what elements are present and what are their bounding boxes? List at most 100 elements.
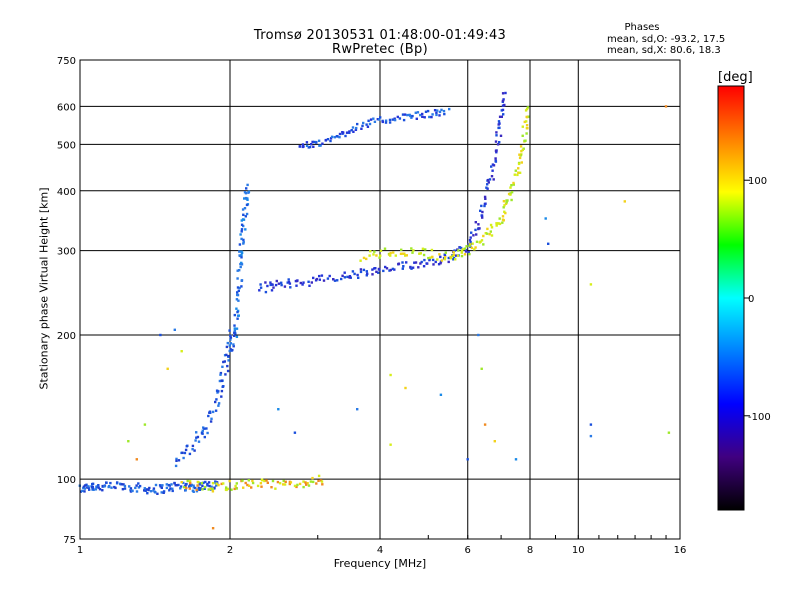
echo-point bbox=[121, 488, 125, 491]
echo-point bbox=[311, 140, 314, 144]
echo-point bbox=[165, 486, 169, 490]
echo-point bbox=[197, 481, 200, 484]
echo-point bbox=[342, 131, 345, 134]
echo-point bbox=[244, 481, 247, 485]
echo-point bbox=[502, 206, 505, 209]
echo-point bbox=[156, 492, 159, 495]
echo-point bbox=[145, 488, 149, 491]
echo-point bbox=[498, 122, 501, 125]
echo-point bbox=[485, 232, 489, 235]
echo-point bbox=[350, 129, 353, 132]
echo-point bbox=[189, 481, 192, 485]
echo-point bbox=[389, 373, 392, 377]
echo-point bbox=[385, 267, 389, 270]
echo-point bbox=[123, 487, 127, 490]
echo-point bbox=[195, 488, 198, 492]
echo-point bbox=[244, 196, 248, 200]
echo-point bbox=[165, 483, 168, 486]
echo-point bbox=[526, 127, 529, 130]
echo-point bbox=[226, 341, 229, 345]
echo-point bbox=[203, 427, 206, 430]
echo-point bbox=[85, 483, 88, 486]
echo-point bbox=[495, 134, 498, 137]
echo-point bbox=[168, 484, 171, 487]
echo-point bbox=[235, 327, 239, 330]
echo-point bbox=[373, 250, 376, 253]
echo-point bbox=[190, 483, 193, 487]
echo-point bbox=[497, 120, 501, 123]
echo-point bbox=[309, 480, 313, 483]
echo-point bbox=[356, 273, 359, 277]
echo-point bbox=[521, 148, 524, 152]
echo-point bbox=[352, 130, 355, 133]
echo-point bbox=[87, 486, 90, 489]
echo-point bbox=[481, 210, 484, 214]
echo-point bbox=[503, 103, 506, 107]
echo-point bbox=[144, 489, 147, 492]
echo-point bbox=[384, 119, 388, 122]
echo-point bbox=[233, 313, 236, 317]
echo-point bbox=[245, 212, 249, 216]
echo-point bbox=[275, 279, 278, 283]
echo-point bbox=[452, 250, 455, 254]
echo-point bbox=[227, 354, 230, 358]
echo-point bbox=[503, 210, 506, 213]
echo-point bbox=[464, 248, 467, 252]
echo-point bbox=[213, 486, 216, 489]
echo-point bbox=[214, 480, 217, 483]
echo-point bbox=[332, 278, 335, 281]
echo-point bbox=[184, 489, 187, 492]
echo-point bbox=[378, 268, 381, 271]
echo-point bbox=[185, 486, 188, 490]
echo-point bbox=[490, 234, 494, 237]
echo-point bbox=[233, 329, 237, 332]
echo-point bbox=[240, 237, 243, 241]
echo-point bbox=[384, 265, 387, 269]
echo-point bbox=[457, 249, 460, 252]
echo-point bbox=[359, 270, 363, 274]
echo-point bbox=[496, 143, 500, 146]
echo-point bbox=[224, 373, 227, 376]
phase-stats-title: Phases bbox=[624, 22, 660, 33]
echo-point bbox=[181, 451, 184, 454]
echo-point bbox=[498, 115, 502, 118]
echo-point bbox=[402, 118, 406, 122]
echo-point bbox=[276, 480, 280, 484]
echo-point bbox=[474, 246, 477, 249]
echo-point bbox=[518, 156, 522, 160]
echo-point bbox=[301, 143, 305, 146]
echo-point bbox=[152, 487, 156, 490]
echo-point bbox=[114, 486, 117, 490]
echo-point bbox=[478, 227, 481, 230]
echo-point bbox=[504, 202, 508, 205]
echo-point bbox=[438, 253, 441, 256]
colorbar-tick-label: 100 bbox=[748, 176, 767, 187]
echo-point bbox=[206, 482, 209, 486]
echo-point bbox=[525, 132, 528, 135]
echo-point bbox=[280, 283, 283, 287]
echo-point bbox=[505, 199, 508, 202]
echo-point bbox=[421, 247, 425, 250]
echo-point bbox=[420, 260, 423, 264]
echo-point bbox=[236, 314, 240, 317]
echo-point bbox=[143, 489, 146, 492]
echo-point bbox=[236, 310, 239, 314]
echo-point bbox=[242, 241, 245, 244]
echo-point bbox=[431, 258, 435, 262]
echo-point bbox=[288, 482, 291, 486]
echo-point bbox=[489, 223, 493, 227]
echo-point bbox=[401, 252, 404, 255]
echo-point bbox=[442, 109, 446, 113]
echo-point bbox=[188, 483, 192, 486]
echo-point bbox=[439, 255, 442, 259]
echo-point bbox=[344, 134, 347, 138]
echo-point bbox=[514, 458, 518, 461]
echo-point bbox=[188, 480, 192, 483]
echo-point bbox=[404, 386, 407, 390]
echo-point bbox=[137, 482, 140, 485]
echo-point bbox=[244, 228, 247, 231]
echo-point bbox=[413, 261, 416, 264]
echo-point bbox=[495, 224, 498, 227]
echo-point bbox=[302, 281, 305, 284]
echo-point bbox=[525, 107, 529, 111]
